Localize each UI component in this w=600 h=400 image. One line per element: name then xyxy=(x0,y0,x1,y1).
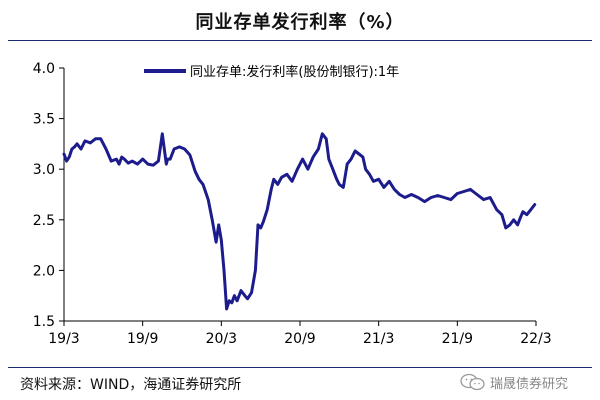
source-divider xyxy=(8,367,592,368)
x-tick-label: 21/9 xyxy=(442,331,473,347)
series-line xyxy=(62,132,537,311)
line-chart: 1.5 2.0 2.5 3.0 3.5 4.0 19/3 19/9 20/3 20/9 21/3 21… xyxy=(33,61,552,347)
y-tick-label: 1.5 xyxy=(33,314,55,330)
watermark-text: 瑞晟债券研究 xyxy=(490,376,569,392)
x-tick-label: 21/3 xyxy=(363,331,394,347)
y-tick-label: 3.0 xyxy=(33,162,55,178)
y-tick-label: 3.5 xyxy=(33,112,55,128)
title-divider xyxy=(8,40,592,41)
x-tick-label: 20/3 xyxy=(206,331,237,347)
y-tick-label: 2.5 xyxy=(33,213,55,229)
x-tick-label: 22/3 xyxy=(520,331,551,347)
y-tick-label: 4.0 xyxy=(33,61,55,77)
chart-title-bar: 同业存单发行利率（%） xyxy=(0,0,600,42)
chart-title: 同业存单发行利率（%） xyxy=(195,12,405,33)
x-tick-label: 19/3 xyxy=(48,331,79,347)
legend-label: 同业存单:发行利率(股份制银行):1年 xyxy=(190,64,399,80)
x-tick-label: 20/9 xyxy=(284,331,315,347)
y-tick-label: 2.0 xyxy=(33,263,55,279)
source-note: 资料来源：WIND，海通证券研究所 xyxy=(20,377,242,393)
x-tick-label: 19/9 xyxy=(127,331,158,347)
wechat-icon xyxy=(460,373,485,391)
watermark: 瑞晟债券研究 xyxy=(460,372,568,392)
